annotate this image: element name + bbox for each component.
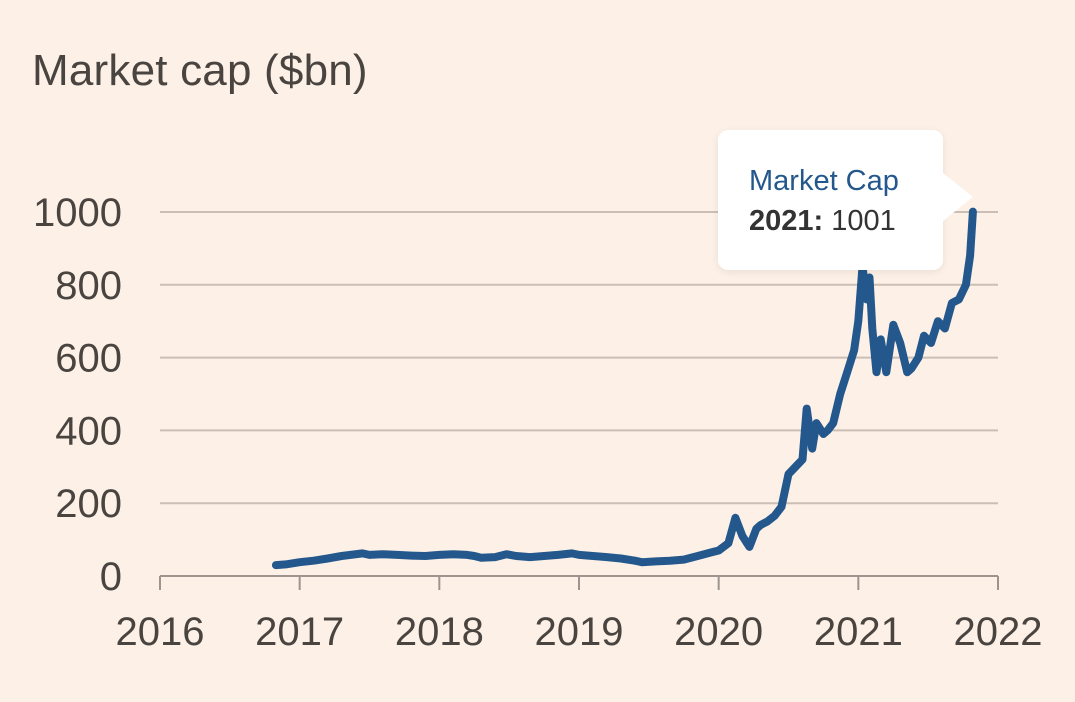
tooltip-pointer — [943, 173, 973, 221]
y-tick-label: 400 — [55, 409, 122, 453]
x-tick-label: 2018 — [395, 610, 484, 654]
series-line-market-cap — [271, 207, 977, 570]
gridlines — [160, 211, 998, 505]
x-axis-tick-labels: 2016 2017 2018 2019 2020 2021 2022 — [116, 610, 1043, 654]
y-tick-label: 1000 — [33, 191, 122, 235]
y-tick-label: 200 — [55, 482, 122, 526]
tooltip-series-name: Market Cap — [749, 165, 899, 197]
x-tick-label: 2021 — [814, 610, 903, 654]
tooltip-value: 1001 — [831, 205, 896, 237]
x-axis — [159, 575, 999, 590]
y-tick-label: 600 — [55, 337, 122, 381]
y-axis-tick-labels: 0 200 400 600 800 1000 — [33, 191, 122, 599]
x-tick-label: 2017 — [255, 610, 344, 654]
tooltip-value-row: 2021: 1001 — [749, 205, 896, 238]
x-tick-label: 2019 — [535, 610, 624, 654]
tooltip-year: 2021: — [749, 205, 824, 237]
x-tick-label: 2016 — [116, 610, 205, 654]
series-layer — [271, 207, 977, 570]
tooltip: Market Cap 2021: 1001 — [718, 130, 943, 270]
y-tick-label: 0 — [100, 555, 122, 599]
y-tick-label: 800 — [55, 264, 122, 308]
chart-title: Market cap ($bn) — [32, 46, 368, 95]
x-tick-label: 2020 — [674, 610, 763, 654]
x-tick-label: 2022 — [954, 610, 1043, 654]
